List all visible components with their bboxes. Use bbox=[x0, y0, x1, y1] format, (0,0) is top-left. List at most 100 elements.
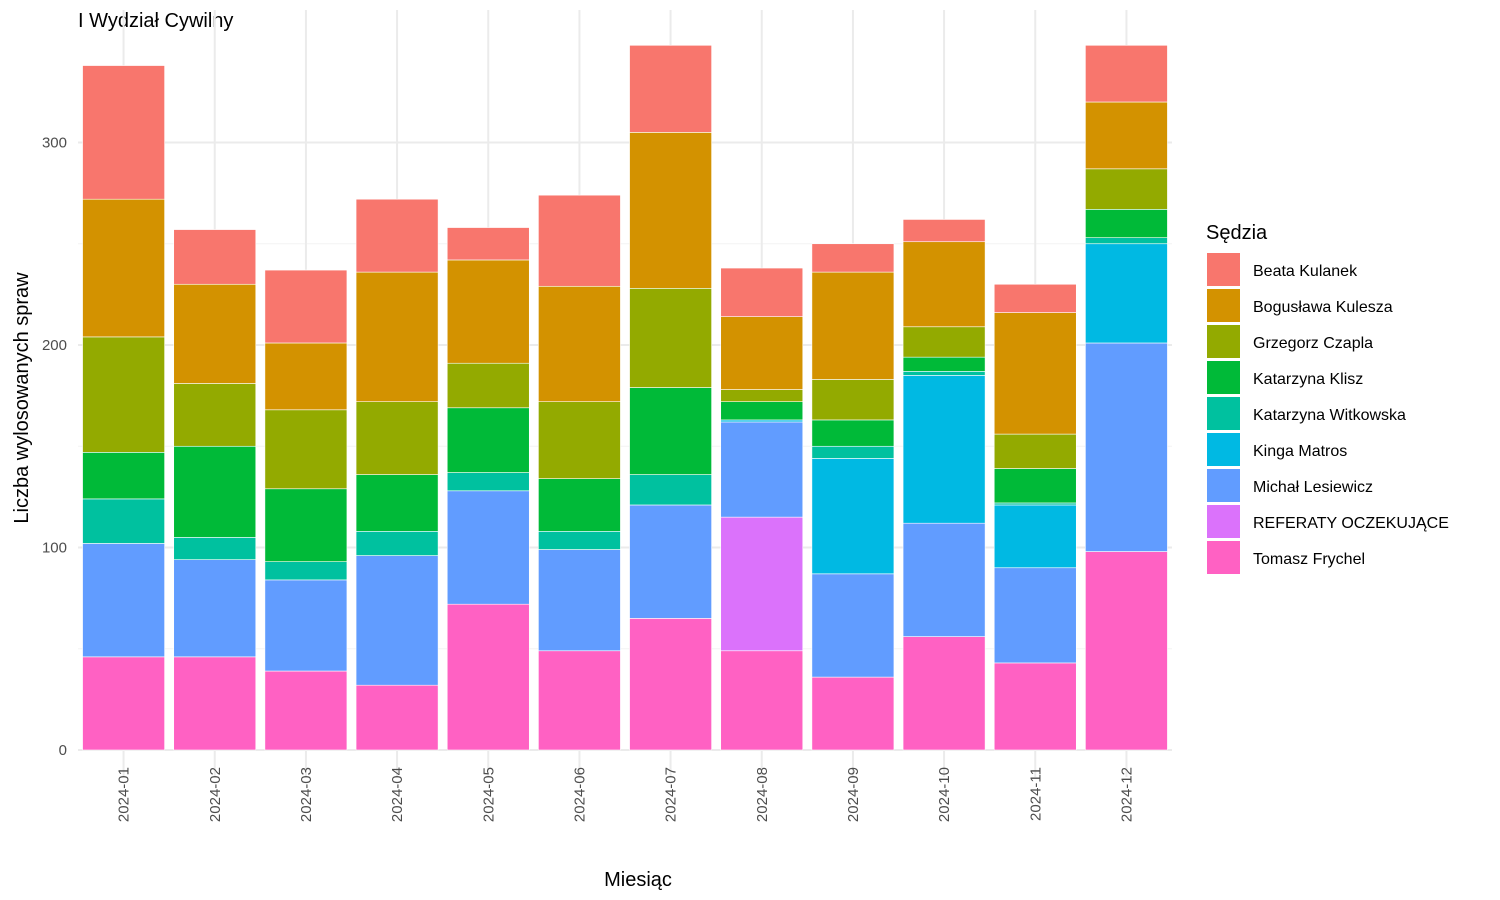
legend-swatch bbox=[1207, 325, 1240, 358]
bar-segment bbox=[720, 267, 804, 317]
legend-swatch bbox=[1207, 433, 1240, 466]
y-axis-title: Liczba wylosowanych spraw bbox=[11, 272, 33, 524]
bar-segment bbox=[902, 356, 986, 372]
bar-segment bbox=[629, 132, 712, 289]
bar-segment bbox=[902, 371, 986, 376]
bar-segment bbox=[82, 336, 165, 453]
bar-segment bbox=[811, 445, 895, 459]
bar-segment bbox=[720, 516, 804, 652]
bar-segment bbox=[446, 490, 530, 605]
bar-segment bbox=[993, 567, 1077, 664]
bar-segment bbox=[811, 676, 895, 751]
bar-segment bbox=[811, 271, 895, 380]
legend-swatch bbox=[1207, 505, 1240, 538]
bar-segment bbox=[629, 44, 712, 133]
bar-segment bbox=[264, 342, 348, 411]
y-tick-label: 200 bbox=[42, 337, 67, 354]
x-tick-label: 2024-04 bbox=[389, 767, 406, 822]
bar-segment bbox=[1085, 551, 1168, 751]
bar-segment bbox=[264, 561, 348, 581]
bar-segment bbox=[1085, 168, 1168, 210]
bar-segment bbox=[993, 433, 1077, 469]
bar-segment bbox=[82, 452, 165, 500]
bar-segment bbox=[720, 401, 804, 421]
bar-segment bbox=[355, 530, 439, 556]
bar-segment bbox=[720, 650, 804, 751]
bar-segment bbox=[355, 401, 439, 475]
bar-segment bbox=[355, 684, 439, 751]
bar-segment bbox=[264, 269, 348, 344]
bar-segment bbox=[902, 375, 986, 524]
bar-segment bbox=[446, 259, 530, 364]
legend: Sędzia Beata Kulanek Bogusława Kulesza Grz… bbox=[1206, 222, 1449, 574]
bar-segment bbox=[446, 362, 530, 409]
bar-segment bbox=[811, 573, 895, 678]
x-tick-labels: 2024-01 2024-02 2024-03 2024-04 2024-05 2024-… bbox=[116, 767, 1136, 822]
bar-segment bbox=[82, 65, 165, 200]
bar-segment bbox=[173, 383, 257, 447]
legend-label: Grzegorz Czapla bbox=[1253, 335, 1373, 352]
bar-segment bbox=[82, 543, 165, 658]
x-tick-label: 2024-01 bbox=[116, 767, 133, 822]
bar-segment bbox=[1085, 209, 1168, 238]
bar-segment bbox=[264, 488, 348, 562]
legend-swatch bbox=[1207, 469, 1240, 502]
bar-segment bbox=[629, 618, 712, 751]
bar-segment bbox=[902, 636, 986, 751]
bar-segment bbox=[355, 271, 439, 403]
bar-segment bbox=[1085, 243, 1168, 344]
bar-segment bbox=[355, 474, 439, 532]
bar-segment bbox=[1085, 101, 1168, 170]
legend-label: Beata Kulanek bbox=[1253, 263, 1358, 280]
x-tick-label: 2024-02 bbox=[207, 767, 224, 822]
bar-segment bbox=[811, 458, 895, 575]
bar-segment bbox=[902, 241, 986, 328]
bar-segment bbox=[993, 283, 1077, 313]
x-tick-label: 2024-05 bbox=[480, 767, 497, 822]
bar-segment bbox=[720, 419, 804, 423]
bar-segment bbox=[264, 409, 348, 490]
bar-segment bbox=[720, 421, 804, 518]
bar-segment bbox=[720, 389, 804, 402]
legend-swatch bbox=[1207, 541, 1240, 574]
legend-swatch bbox=[1207, 289, 1240, 322]
bar-segment bbox=[811, 419, 895, 447]
bar-segment bbox=[902, 522, 986, 637]
x-axis-title: Miesiąc bbox=[604, 869, 672, 891]
bar-segment bbox=[538, 549, 621, 652]
bar-segment bbox=[264, 579, 348, 672]
legend-label: Tomasz Frychel bbox=[1253, 551, 1365, 568]
y-tick-label: 0 bbox=[59, 742, 67, 759]
legend-label: Kinga Matros bbox=[1253, 443, 1347, 460]
x-tick-label: 2024-06 bbox=[571, 767, 588, 822]
bar-segment bbox=[446, 472, 530, 492]
legend-label: Michał Lesiewicz bbox=[1253, 479, 1373, 496]
bar-segment bbox=[902, 326, 986, 358]
legend-label: Katarzyna Klisz bbox=[1253, 371, 1363, 388]
bar-segment bbox=[629, 287, 712, 388]
x-tick-label: 2024-07 bbox=[663, 767, 680, 822]
bars bbox=[82, 44, 1168, 751]
bar-segment bbox=[446, 603, 530, 751]
bar-segment bbox=[82, 198, 165, 338]
bar-segment bbox=[264, 670, 348, 751]
legend-swatch bbox=[1207, 397, 1240, 430]
bar-segment bbox=[993, 468, 1077, 504]
x-tick-label: 2024-08 bbox=[754, 767, 771, 822]
bar-segment bbox=[811, 243, 895, 273]
bar-segment bbox=[446, 407, 530, 473]
legend-title: Sędzia bbox=[1206, 222, 1268, 244]
bar-segment bbox=[993, 502, 1077, 506]
legend-label: Bogusława Kulesza bbox=[1253, 299, 1393, 316]
bar-segment bbox=[538, 478, 621, 532]
bar-segment bbox=[446, 227, 530, 261]
bar-segment bbox=[811, 379, 895, 421]
bar-segment bbox=[173, 283, 257, 384]
bar-segment bbox=[82, 656, 165, 751]
bar-segment bbox=[1085, 342, 1168, 552]
bar-segment bbox=[902, 219, 986, 243]
bar-segment bbox=[629, 504, 712, 619]
bar-segment bbox=[538, 650, 621, 751]
bar-segment bbox=[355, 555, 439, 686]
